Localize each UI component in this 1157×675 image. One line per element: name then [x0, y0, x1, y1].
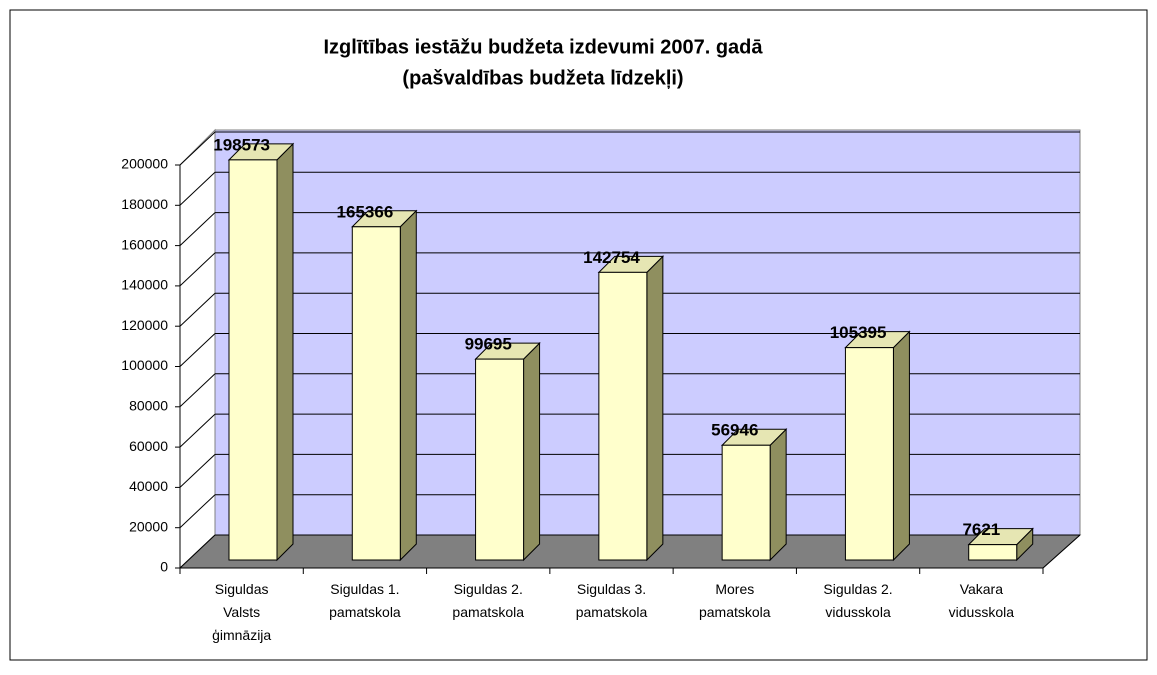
bar [721, 444, 771, 561]
bar [844, 347, 894, 561]
x-tick-label: Vakara vidusskola [949, 581, 1015, 620]
grid-line [179, 454, 216, 488]
y-tick-label: 60000 [129, 438, 168, 454]
bar-side [399, 209, 417, 562]
grid-line [179, 212, 216, 246]
grid-line [179, 494, 216, 529]
chart-subtitle: (pašvaldības budžeta līdzekļi) [402, 67, 683, 89]
bar [475, 358, 525, 561]
bar-side [276, 142, 294, 562]
grid-line [179, 171, 216, 206]
side-wall [179, 128, 216, 570]
bar [351, 226, 401, 561]
value-label: 198573 [213, 135, 270, 154]
y-tick-label: 120000 [121, 317, 168, 333]
bar-side [523, 341, 541, 562]
bar-side [892, 330, 910, 562]
y-tick-label: 200000 [121, 156, 168, 172]
y-tick-label: 100000 [121, 357, 168, 373]
x-tick-label: Siguldas 3. pamatskola [576, 581, 648, 620]
y-tick-label: 40000 [129, 478, 168, 494]
y-tick-label: 180000 [121, 196, 168, 212]
grid-line [179, 292, 216, 327]
bar [228, 159, 278, 561]
bar-side [769, 428, 787, 562]
value-label: 105395 [830, 323, 887, 342]
plot: 0 20000 40000 60000 80000 100000 120000 140000 1… [121, 131, 1081, 643]
y-tick-label: 20000 [129, 518, 168, 534]
grid-line [179, 252, 216, 287]
grid-line [179, 131, 216, 166]
grid-line [179, 534, 216, 569]
grid-line [179, 333, 216, 367]
x-tick-label: Siguldas Valsts ģimnāzija [212, 581, 271, 643]
y-tick-label: 0 [160, 559, 168, 575]
bar [598, 271, 648, 561]
value-label: 99695 [465, 335, 512, 354]
x-tick-label: Siguldas 2. pamatskola [452, 581, 524, 620]
value-label: 7621 [962, 520, 1000, 539]
grid-line [179, 373, 216, 408]
value-label: 142754 [583, 248, 640, 267]
value-label: 165366 [337, 202, 394, 221]
bar [968, 544, 1018, 561]
x-tick-label: Mores pamatskola [699, 581, 771, 620]
grid-line [179, 413, 216, 448]
bar-side [646, 255, 664, 562]
x-tick-label: Siguldas 1. pamatskola [329, 581, 401, 620]
y-tick-label: 80000 [129, 398, 168, 414]
chart-title: Izglītības iestāžu budžeta izdevumi 2007… [323, 36, 763, 58]
y-tick-label: 160000 [121, 236, 168, 252]
value-label: 56946 [711, 421, 758, 440]
x-tick-label: Siguldas 2. vidusskola [823, 581, 892, 620]
y-tick-label: 140000 [121, 277, 168, 293]
x-axis-back [1042, 534, 1081, 569]
